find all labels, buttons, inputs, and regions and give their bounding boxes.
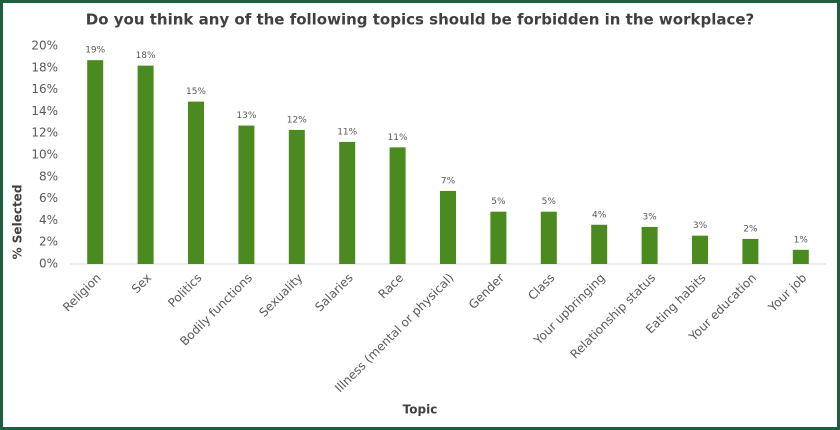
value-label: 7%: [441, 176, 456, 186]
x-axis-title: Topic: [403, 403, 438, 417]
y-tick-label: 8%: [39, 169, 58, 183]
bar: [87, 60, 104, 264]
y-tick-label: 12%: [31, 126, 58, 140]
value-label: 3%: [693, 221, 708, 231]
value-label: 1%: [794, 235, 809, 245]
bar: [339, 141, 356, 264]
value-label: 12%: [287, 115, 307, 125]
bar: [641, 226, 658, 264]
value-label: 11%: [388, 133, 408, 143]
value-label: 3%: [642, 212, 657, 222]
y-tick-label: 18%: [31, 60, 58, 74]
y-tick-label: 2%: [39, 235, 58, 249]
y-tick-label: 6%: [39, 191, 58, 205]
bar: [490, 211, 507, 264]
bar: [137, 65, 154, 265]
y-tick-label: 4%: [39, 213, 58, 227]
bar: [540, 211, 557, 264]
y-tick-label: 20%: [31, 39, 58, 53]
bar: [238, 125, 255, 264]
bar: [440, 190, 456, 264]
value-label: 5%: [491, 197, 506, 207]
value-label: 19%: [85, 46, 105, 56]
y-axis-title: % Selected: [11, 185, 25, 260]
value-label: 18%: [136, 51, 156, 61]
value-label: 13%: [236, 111, 256, 121]
bar: [389, 147, 406, 264]
value-label: 15%: [186, 87, 206, 97]
chart-title: Do you think any of the following topics…: [86, 11, 754, 29]
y-tick-label: 14%: [31, 104, 58, 118]
bar: [288, 129, 305, 264]
value-label: 5%: [542, 197, 557, 207]
value-label: 2%: [743, 224, 758, 234]
bar: [188, 101, 204, 264]
y-tick-label: 16%: [31, 82, 58, 96]
value-label: 11%: [337, 127, 357, 137]
bar: [792, 249, 809, 264]
bar: [591, 224, 608, 264]
bar: [742, 238, 759, 264]
value-label: 4%: [592, 210, 607, 220]
y-tick-label: 0%: [39, 257, 58, 271]
y-tick-label: 10%: [31, 148, 58, 162]
bar: [692, 235, 708, 264]
